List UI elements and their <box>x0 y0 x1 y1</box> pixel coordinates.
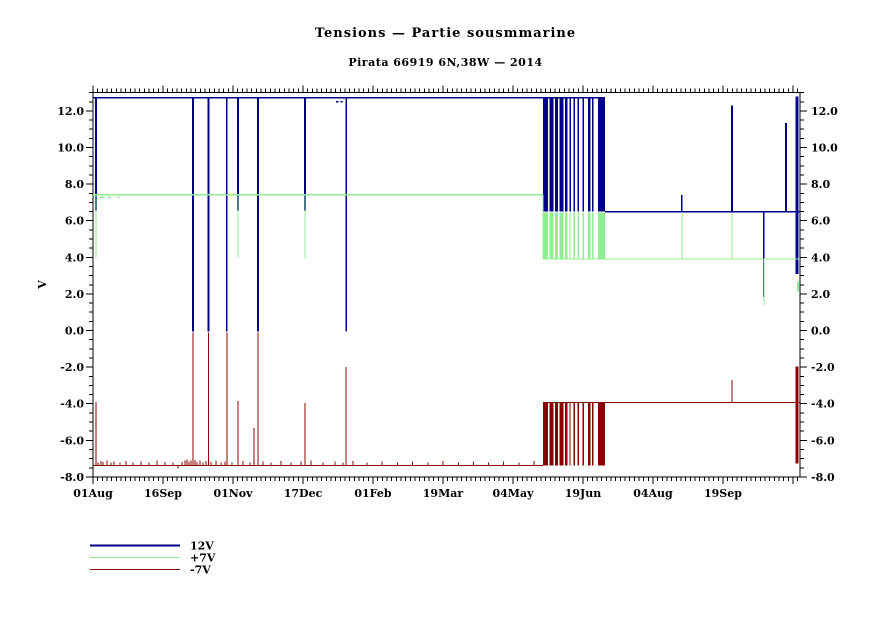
x-axis-ticks <box>92 85 799 484</box>
legend-label-minus7V: -7V <box>190 564 211 577</box>
x-tick-label: 16Sep <box>144 487 182 500</box>
y-tick-label-right: 10.0 <box>811 142 838 155</box>
x-axis-labels: 01Aug 16Sep 01Nov 17Dec 01Feb 19Mar 04May 19Jun… <box>73 487 742 500</box>
y-tick-label-right: 6.0 <box>811 215 830 228</box>
cluster-band <box>554 212 559 260</box>
y-tick-label-right: -2.0 <box>811 361 835 374</box>
series-plus7V <box>93 194 800 306</box>
y-tick-label-right: 4.0 <box>811 251 830 264</box>
legend-label-plus7V: +7V <box>190 552 216 565</box>
cluster-band <box>549 97 554 212</box>
y-tick-label-left: -2.0 <box>60 361 84 374</box>
cluster-band <box>597 212 605 260</box>
cluster-band <box>542 97 548 212</box>
cluster-band <box>559 402 564 466</box>
cluster-band <box>597 97 605 212</box>
x-tick-label: 04Aug <box>633 487 673 500</box>
y-tick-label-left: -6.0 <box>60 434 84 447</box>
y-tick-label-right: -8.0 <box>811 471 835 484</box>
chart-title: Tensions — Partie sousmmarine <box>314 26 577 41</box>
y-tick-label-right: 2.0 <box>811 288 830 301</box>
cluster-band <box>597 402 605 466</box>
x-tick-label: 01Aug <box>73 487 113 500</box>
cluster-band <box>588 212 591 260</box>
series-12V <box>93 96 800 332</box>
legend-label-12V: 12V <box>190 540 214 553</box>
y-tick-label-left: 4.0 <box>65 251 84 264</box>
y-tick-label-left: 6.0 <box>65 215 84 228</box>
cluster-band <box>565 212 568 260</box>
cluster-band <box>559 212 564 260</box>
y-tick-label-left: 12.0 <box>57 105 84 118</box>
plot-frame <box>92 92 801 478</box>
legend: 12V+7V-7V <box>90 540 216 577</box>
cluster-band <box>554 402 559 466</box>
y-tick-label-left: 8.0 <box>65 178 84 191</box>
series-minus7V <box>93 332 800 469</box>
x-tick-label: 19Mar <box>423 487 464 500</box>
x-tick-label: 19Jun <box>565 487 602 500</box>
y-tick-label-left: 0.0 <box>65 325 84 338</box>
x-tick-label: 04May <box>492 487 534 500</box>
y-tick-label-right: -4.0 <box>811 398 835 411</box>
x-tick-label: 01Nov <box>213 487 253 500</box>
y-tick-label-left: 10.0 <box>57 142 84 155</box>
y-tick-label-right: 12.0 <box>811 105 838 118</box>
x-tick-label: 17Dec <box>284 487 323 500</box>
cluster-band <box>542 212 548 260</box>
y-tick-label-right: -6.0 <box>811 434 835 447</box>
chart-subtitle: Pirata 66919 6N,38W — 2014 <box>348 56 543 69</box>
cluster-band <box>559 97 564 212</box>
cluster-band <box>549 212 554 260</box>
cluster-band <box>549 402 554 466</box>
cluster-band <box>542 402 548 466</box>
x-tick-label: 01Feb <box>354 487 392 500</box>
cluster-band <box>565 402 568 466</box>
x-tick-label: 19Sep <box>704 487 742 500</box>
y-axis-ticks <box>86 92 807 478</box>
y-axis-labels: 12.0 12.0 10.0 10.0 8.0 8.0 6.0 6.0 4.0 4.0 2.0 2.0… <box>57 105 838 484</box>
y-tick-label-left: 2.0 <box>65 288 84 301</box>
cluster-band <box>588 97 591 212</box>
y-tick-label-left: -8.0 <box>60 471 84 484</box>
y-tick-label-left: -4.0 <box>60 398 84 411</box>
cluster-band <box>588 402 591 466</box>
y-tick-label-right: 0.0 <box>811 325 830 338</box>
cluster-band <box>554 97 559 212</box>
y-tick-label-right: 8.0 <box>811 178 830 191</box>
cluster-band <box>565 97 568 212</box>
